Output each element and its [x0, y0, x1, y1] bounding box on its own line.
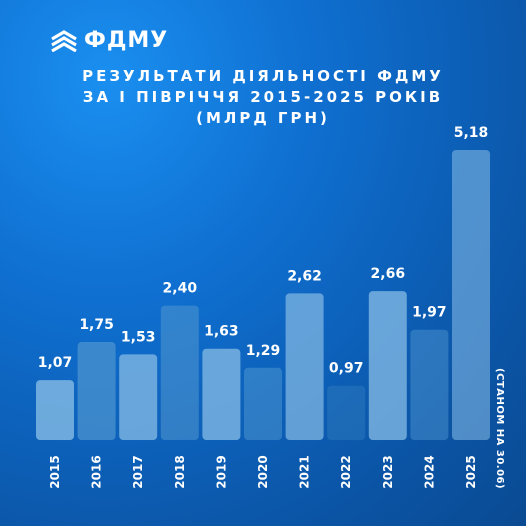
x-tick-label-2019: 2019 — [214, 455, 228, 488]
bar-2024 — [410, 329, 449, 440]
bar-2017 — [119, 354, 158, 440]
footnote: (СТАНОМ НА 30.06) — [494, 368, 505, 490]
data-label-2016: 1,75 — [79, 317, 114, 333]
x-tick-label-2024: 2024 — [422, 455, 436, 488]
data-label-2015: 1,07 — [38, 355, 73, 371]
title-line: РЕЗУЛЬТАТИ ДІЯЛЬНОСТІ ФДМУ — [82, 67, 444, 85]
title-line: ЗА І ПІВРІЧЧЯ 2015-2025 РОКІВ — [82, 88, 444, 106]
bar-2016 — [77, 342, 116, 440]
logo: ФДМУ — [50, 28, 168, 53]
data-label-2020: 1,29 — [246, 343, 281, 359]
x-tick-label-2020: 2020 — [256, 455, 270, 488]
chart-title: РЕЗУЛЬТАТИ ДІЯЛЬНОСТІ ФДМУ ЗА І ПІВРІЧЧЯ… — [0, 66, 526, 129]
x-tick-label-2015: 2015 — [48, 455, 62, 488]
data-label-2018: 2,40 — [163, 281, 198, 297]
x-tick-label-2025: 2025 — [464, 455, 478, 488]
data-label-2019: 1,63 — [204, 324, 239, 340]
x-tick-label-2017: 2017 — [131, 455, 145, 488]
data-label-2021: 2,62 — [287, 268, 322, 284]
x-tick-label-2022: 2022 — [339, 455, 353, 488]
data-label-2022: 0,97 — [329, 361, 364, 377]
bar-2025 — [452, 150, 490, 440]
data-label-2025: 5,18 — [454, 125, 489, 141]
bar-2019 — [202, 348, 241, 440]
bar-2015 — [36, 380, 74, 440]
x-tick-label-2023: 2023 — [381, 455, 395, 488]
logo-text: ФДМУ — [84, 28, 169, 53]
x-tick-label-2018: 2018 — [173, 455, 187, 488]
x-tick-label-2021: 2021 — [298, 455, 312, 488]
bar-2022 — [327, 385, 366, 440]
data-label-2017: 1,53 — [121, 329, 156, 345]
data-label-2024: 1,97 — [412, 305, 447, 321]
data-label-2023: 2,66 — [371, 266, 406, 282]
bar-2020 — [244, 367, 282, 440]
bar-2018 — [160, 305, 199, 440]
chevron-stack-icon — [51, 29, 77, 52]
x-tick-label-2016: 2016 — [90, 455, 104, 488]
title-line: (МЛРД ГРН) — [196, 109, 330, 127]
bar-2023 — [368, 291, 407, 440]
bar-2021 — [285, 293, 324, 440]
